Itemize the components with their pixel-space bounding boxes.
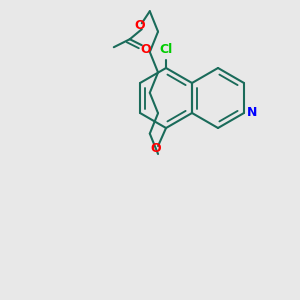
- Text: O: O: [140, 43, 151, 56]
- Text: Cl: Cl: [159, 43, 173, 56]
- Text: N: N: [247, 106, 257, 119]
- Text: O: O: [151, 142, 161, 154]
- Text: O: O: [134, 19, 145, 32]
